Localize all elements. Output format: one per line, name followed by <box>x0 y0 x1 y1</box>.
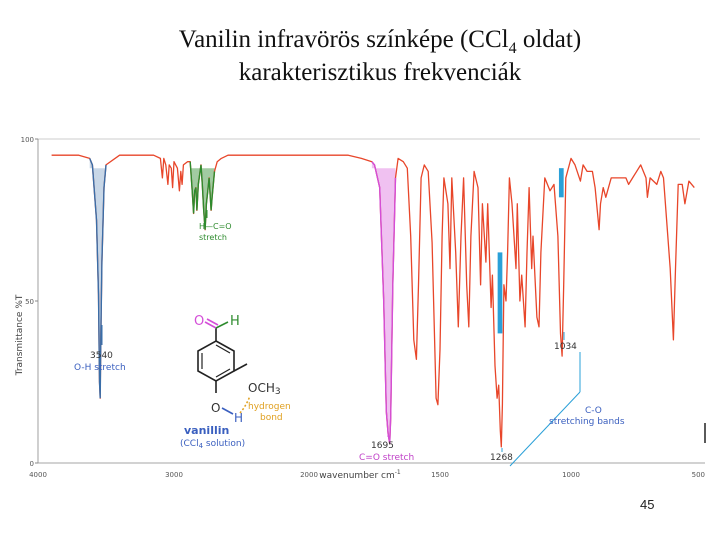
c-o-1268-band-fill <box>497 252 503 334</box>
x-tick-label-1000: 1000 <box>562 471 580 479</box>
x-tick-label-500: 500 <box>692 471 705 479</box>
phenol-oxygen: O <box>211 401 220 415</box>
grid-lines <box>35 138 38 464</box>
co-band-fill <box>371 161 396 444</box>
hydrogen-bond-label: hydrogen <box>248 402 291 412</box>
carbonyl-double-bond-a <box>204 321 217 329</box>
c-o-label: C-O <box>585 406 602 416</box>
oh-value-label: 3540 <box>90 351 113 361</box>
methoxy-label: OCH3 <box>248 381 281 397</box>
y-tick-label-50: 50 <box>25 298 34 306</box>
c-o-stretching-label: stretching bands <box>549 417 625 427</box>
ring-to-och3-bond <box>233 363 248 372</box>
y-tick-label-100: 100 <box>21 136 34 144</box>
x-axis-label: wavenumber cm-1 <box>319 469 401 480</box>
hydrogen-bond-label-2: bond <box>260 413 283 423</box>
c1268-value-label: 1268 <box>490 453 513 463</box>
oh-band-fill <box>89 158 106 399</box>
x-tick-label-1500: 1500 <box>431 471 449 479</box>
c-o-1034-band-fill <box>558 168 564 198</box>
benzene-ring <box>197 340 235 382</box>
slide-title-line-1: Vanilin infravörös színképe (CCl4 oldat) <box>178 26 582 57</box>
oh-band-line <box>89 158 107 399</box>
oh-bond <box>221 407 234 415</box>
aldehyde-ch-bond <box>215 321 229 329</box>
vanillin-structure: O H OCH3 O H hydrogen bond vanillin (CCl… <box>180 314 291 450</box>
x-tick-label-3000: 3000 <box>165 471 183 479</box>
x-tick-labels: 4000 3000 2000 1500 1000 500 <box>29 471 705 479</box>
c1034-value-label: 1034 <box>554 342 577 352</box>
hydrogen-bond-dashes <box>239 395 251 414</box>
solvent-label: (CCl4 solution) <box>180 439 245 450</box>
co-value-label: 1695 <box>371 441 394 451</box>
benzene-double-bond-3 <box>215 368 231 378</box>
benzene-double-bond-2 <box>215 344 231 354</box>
spectrum-line <box>51 154 695 448</box>
slide-title-line-2: karakterisztikus frekvenciák <box>238 59 522 86</box>
molecule-name: vanillin <box>184 424 229 437</box>
y-tick-label-0: 0 <box>30 460 34 468</box>
y-axis-label: Transmittance %T <box>15 294 25 376</box>
co-band-line <box>371 161 397 444</box>
y-tick-labels: 100 50 0 <box>21 136 34 468</box>
x-tick-label-2000: 2000 <box>300 471 318 479</box>
carbonyl-double-bond-b <box>206 318 219 326</box>
ch-band-line <box>189 161 216 230</box>
aldehyde-hydrogen: H <box>230 314 240 329</box>
phenol-hydrogen: H <box>234 411 243 425</box>
ch-stretch-label: stretch <box>199 233 227 242</box>
page-number: 45 <box>640 497 655 512</box>
ch-label: H—C=O <box>199 222 232 231</box>
oh-stretch-label: O-H stretch <box>74 363 126 373</box>
x-tick-label-4000: 4000 <box>29 471 47 479</box>
c-o-pointer-line-1 <box>509 391 581 467</box>
aldehyde-oxygen: O <box>194 314 204 329</box>
co-stretch-label: C=O stretch <box>359 453 414 463</box>
